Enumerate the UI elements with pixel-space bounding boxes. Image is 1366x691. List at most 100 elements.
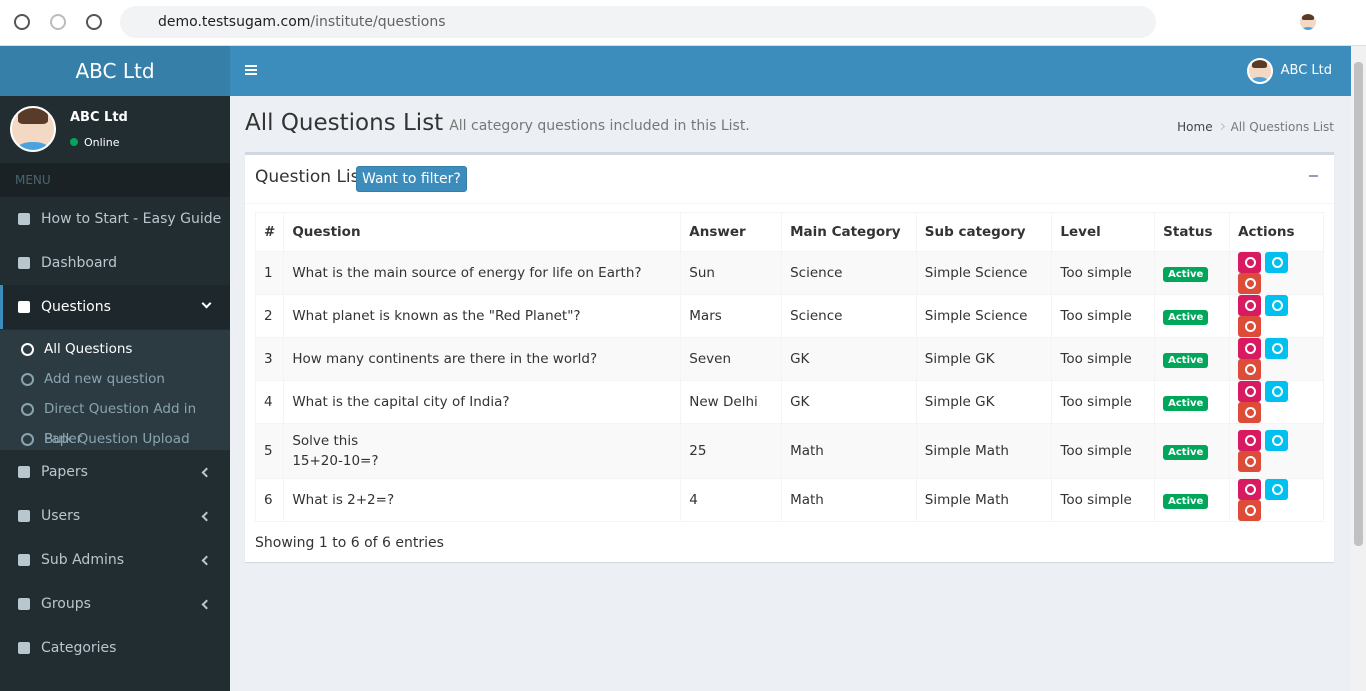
status-cell: Active [1154,251,1231,295]
table-cell: Math [781,478,917,522]
url-path: /institute/questions [310,14,446,30]
edit-button[interactable] [1265,295,1289,316]
menu-label: Users [41,508,81,524]
column-header: Main Category [781,212,917,252]
table-cell: Too simple [1051,478,1156,522]
top-user-name: ABC Ltd [1280,63,1332,78]
view-button[interactable] [1238,338,1262,359]
menu-icon [18,598,30,610]
delete-button[interactable] [1238,402,1262,423]
breadcrumb-current: All Questions List [1230,120,1334,134]
brand[interactable]: ABC Ltd [0,46,230,96]
page-title: All Questions List All category questions… [245,110,750,136]
table-cell: Too simple [1051,337,1156,381]
menu-item[interactable]: Categories [0,626,230,670]
status-cell: Active [1154,478,1231,522]
table-cell: Simple Science [915,251,1053,295]
submenu-item[interactable]: Direct Question Add in Paper [0,394,230,447]
column-header: Question [283,212,682,252]
menu-label: How to Start - Easy Guide [41,211,222,227]
delete-button[interactable] [1238,273,1262,294]
user-panel: ABC Ltd Online [0,96,230,163]
address-bar[interactable]: demo.testsugam.com/institute/questions [120,6,1156,38]
menu-icon [18,642,30,654]
collapse-button[interactable] [1309,175,1318,177]
page-subtitle: All category questions included in this … [449,118,750,134]
column-header: Level [1051,212,1156,252]
table-cell: Simple Math [915,423,1053,479]
menu-item[interactable]: Sub Admins [0,538,230,582]
user-name: ABC Ltd [70,110,128,125]
breadcrumb-home[interactable]: Home [1177,120,1213,134]
status-cell: Active [1154,380,1231,424]
table-cell: 6 [254,478,285,522]
menu-icon [18,466,30,478]
view-button[interactable] [1238,479,1262,500]
table-cell: GK [781,337,917,381]
sidebar-toggle[interactable] [245,65,257,75]
table-cell: 3 [254,337,285,381]
delete-button[interactable] [1238,451,1262,472]
submenu-item[interactable]: Bulk Question Upload [0,424,230,454]
reload-button[interactable] [86,14,102,30]
menu-icon [18,213,30,225]
user-status: Online [70,136,119,149]
delete-button[interactable] [1238,359,1262,380]
top-user[interactable]: ABC Ltd [1246,46,1332,96]
filter-button[interactable]: Want to filter? [356,166,467,192]
delete-button[interactable] [1238,316,1262,337]
divider [245,203,1334,204]
view-button[interactable] [1238,430,1262,451]
status-badge: Active [1163,310,1209,325]
edit-button[interactable] [1265,338,1289,359]
view-button[interactable] [1238,381,1262,402]
table-cell: What is 2+2=? [283,478,682,522]
table-cell: Sun [680,251,783,295]
menu-item[interactable]: Questions [0,285,230,329]
table-cell: 5 [254,423,285,479]
menu-item[interactable]: Papers [0,450,230,494]
back-button[interactable] [14,14,30,30]
menu-label: Questions [41,299,111,315]
scroll-thumb[interactable] [1354,62,1363,546]
menu-item[interactable]: Users [0,494,230,538]
table-cell: Seven [680,337,783,381]
status-badge: Active [1163,353,1209,368]
view-button[interactable] [1238,295,1262,316]
view-button[interactable] [1238,252,1262,273]
submenu-item[interactable]: All Questions [0,334,230,364]
edit-button[interactable] [1265,381,1289,402]
menu-label: Dashboard [41,255,117,271]
profile-icon[interactable] [1298,12,1318,32]
forward-button[interactable] [50,14,66,30]
table-cell: Too simple [1051,423,1156,479]
table-info: Showing 1 to 6 of 6 entries [255,535,444,551]
question-box: Question List Want to filter? # Question A… [245,152,1334,562]
edit-button[interactable] [1265,252,1289,273]
table-row: 5 Solve this 15+20-10=? 25 Math Simple Math T… [254,423,1324,479]
status-text: Online [84,136,120,149]
table-cell: Simple GK [915,337,1053,381]
actions-cell [1229,337,1324,381]
actions-cell [1229,294,1324,338]
table-cell: What is the capital city of India? [283,380,682,424]
table-cell: Science [781,294,917,338]
table-cell: 2 [254,294,285,338]
edit-button[interactable] [1265,479,1289,500]
menu-item[interactable]: How to Start - Easy Guide [0,197,230,241]
table-cell: Simple Math [915,478,1053,522]
column-header: Sub category [915,212,1053,252]
edit-button[interactable] [1265,430,1289,451]
scrollbar[interactable] [1351,46,1366,691]
table-cell: Simple GK [915,380,1053,424]
delete-button[interactable] [1238,500,1262,521]
menu-item[interactable]: Dashboard [0,241,230,285]
menu-label: Sub Admins [41,552,125,568]
table-cell: Mars [680,294,783,338]
table-cell: Simple Science [915,294,1053,338]
menu-item[interactable]: Groups [0,582,230,626]
status-cell: Active [1154,294,1231,338]
menu-chevron [201,599,212,610]
submenu-item[interactable]: Add new question [0,364,230,394]
title-text: All Questions List [245,110,444,136]
